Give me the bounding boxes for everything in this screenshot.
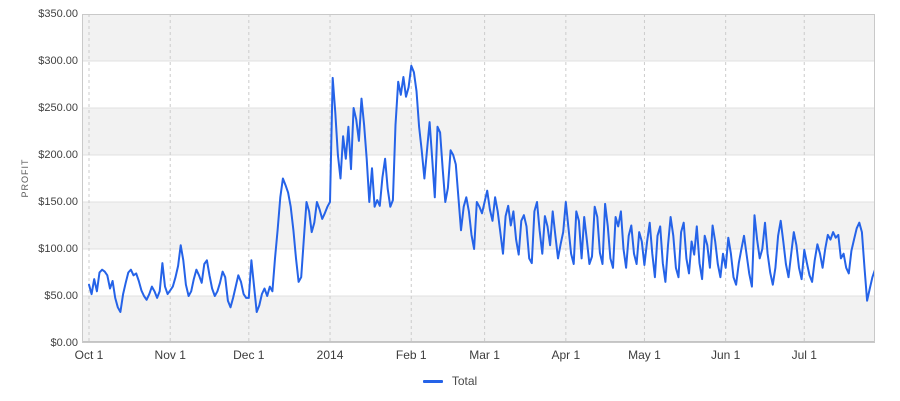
x-tick-label: Apr 1 <box>551 348 581 362</box>
legend-label: Total <box>451 374 478 388</box>
y-tick-label: $100.00 <box>38 243 78 255</box>
y-tick-label: $50.00 <box>44 290 78 302</box>
plot-band <box>82 61 875 108</box>
y-tick-label: $250.00 <box>38 102 78 114</box>
y-tick-label: $350.00 <box>38 8 78 20</box>
legend: Total <box>0 374 900 388</box>
x-tick-label: Jun 1 <box>710 348 741 362</box>
legend-item-total[interactable]: Total <box>422 374 478 388</box>
y-tick-label: $0.00 <box>50 337 78 349</box>
plot-border <box>82 14 875 343</box>
x-tick-label: 2014 <box>316 348 344 362</box>
x-tick-label: Feb 1 <box>395 348 427 362</box>
legend-line-swatch <box>422 379 443 383</box>
x-tick-label: Oct 1 <box>74 348 104 362</box>
plot-band <box>82 296 875 343</box>
x-tick-label: Dec 1 <box>233 348 265 362</box>
total-line-series[interactable] <box>88 64 875 313</box>
y-tick-label: $300.00 <box>38 55 78 67</box>
x-tick-label: Mar 1 <box>469 348 500 362</box>
x-tick-label: Jul 1 <box>791 348 817 362</box>
x-tick-label: Nov 1 <box>154 348 186 362</box>
plot-band <box>82 155 875 202</box>
y-axis-title: PROFIT <box>20 158 30 198</box>
plot-band <box>82 249 875 296</box>
y-tick-label: $200.00 <box>38 149 78 161</box>
plot-band <box>82 108 875 155</box>
y-tick-label: $150.00 <box>38 196 78 208</box>
plot-area <box>82 14 875 343</box>
plot-band <box>82 14 875 61</box>
x-tick-label: May 1 <box>628 348 661 362</box>
